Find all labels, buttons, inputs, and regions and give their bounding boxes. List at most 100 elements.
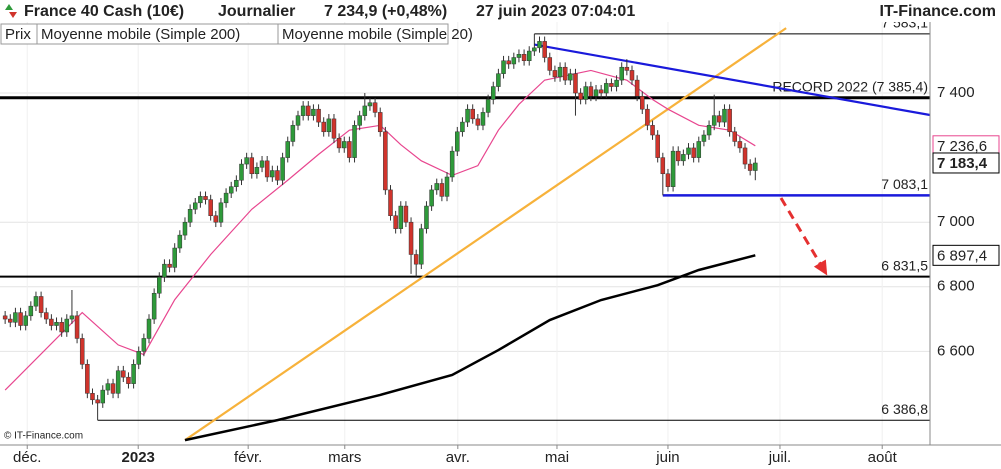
candle-body <box>747 163 753 171</box>
candle-body <box>521 54 527 61</box>
candle-body <box>13 312 18 323</box>
candle-body <box>316 108 321 123</box>
candle-body <box>249 157 255 175</box>
candle-body <box>18 312 23 326</box>
candle-body <box>64 318 70 333</box>
candle-body <box>321 121 326 133</box>
candle-body <box>583 86 588 100</box>
candle-body <box>640 96 645 110</box>
candle-body <box>506 60 511 65</box>
candle-body <box>228 186 234 194</box>
x-tick-label: mai <box>545 449 569 466</box>
x-tick-label: avr. <box>446 449 470 466</box>
candle-body <box>675 150 681 162</box>
candle-body <box>121 370 126 378</box>
candle-body <box>326 118 332 133</box>
candle-body <box>59 322 64 333</box>
candle-body <box>234 179 239 187</box>
header: France 40 Cash (10€) Journalier 7 234,9 … <box>0 0 1001 22</box>
candle-body <box>43 312 49 320</box>
candle-body <box>398 205 404 229</box>
candle-body <box>300 105 306 116</box>
candle-body <box>192 202 198 210</box>
candle-body <box>727 108 732 133</box>
trend-line <box>534 43 931 117</box>
ma-line <box>4 69 756 391</box>
legend: Prix Moyenne mobile (Simple 200) Moyenne… <box>0 23 473 45</box>
candle-body <box>208 199 213 216</box>
candle-body <box>542 41 547 58</box>
candle-body <box>182 221 188 236</box>
candle-body <box>203 196 208 200</box>
candle-body <box>290 125 296 142</box>
candle-body <box>753 162 758 171</box>
candle-body <box>660 157 666 175</box>
candle-body <box>496 73 501 87</box>
candle-body <box>177 234 183 249</box>
candle-body <box>357 115 362 126</box>
legend-box <box>277 23 449 45</box>
candle-body <box>90 393 95 401</box>
arrow-head <box>813 259 828 276</box>
candle-body <box>280 157 285 181</box>
datetime: 27 juin 2023 07:04:01 <box>476 3 635 20</box>
copyright: © IT-Finance.com <box>4 431 83 442</box>
candle-body <box>455 131 460 152</box>
x-tick-label: juil. <box>768 449 792 466</box>
candle-body <box>342 141 347 149</box>
value-box <box>932 244 1000 266</box>
candle-body <box>686 147 691 155</box>
legend-ma200: Moyenne mobile (Simple 200) <box>41 26 240 43</box>
candle-body <box>331 118 337 139</box>
candle-body <box>701 134 707 142</box>
candle-body <box>444 176 450 197</box>
candle-body <box>136 351 141 365</box>
candle-body <box>501 60 506 74</box>
candle-body <box>172 247 177 268</box>
candle-body <box>95 399 100 404</box>
source: IT-Finance.com <box>880 3 996 20</box>
candle-body <box>244 157 249 165</box>
candle-body <box>388 189 393 216</box>
x-tick-label: 2023 <box>122 449 155 466</box>
candle-body <box>424 205 429 229</box>
candle-body <box>711 115 717 126</box>
candle-body <box>537 41 542 49</box>
candle-body <box>23 315 28 326</box>
candle-body <box>105 383 111 391</box>
quote: 7 234,9 (+0,48%) <box>324 3 447 20</box>
candle-body <box>526 50 532 61</box>
candle-body <box>578 92 583 100</box>
y-tick-label: 7 000 <box>937 213 975 230</box>
level-label: 7 083,1 <box>881 176 928 192</box>
candle-body <box>665 173 671 187</box>
candle-body <box>691 147 696 158</box>
candle-body <box>306 105 311 116</box>
candle-body <box>429 189 434 207</box>
candle-body <box>275 170 280 181</box>
candle-body <box>254 167 260 175</box>
legend-ma20: Moyenne mobile (Simple 20) <box>282 26 473 43</box>
candle-body <box>162 263 167 278</box>
candle-body <box>742 147 748 165</box>
candle-body <box>100 389 106 404</box>
candle-body <box>593 89 599 97</box>
candle-body <box>650 125 655 136</box>
candle-body <box>110 383 116 394</box>
candle-body <box>511 57 517 65</box>
candle-body <box>295 115 301 126</box>
candle-body <box>372 102 378 113</box>
candle-body <box>239 163 244 181</box>
candle-body <box>706 125 712 136</box>
candle-body <box>598 89 604 94</box>
header-bg <box>0 0 1001 22</box>
candle-body <box>383 131 388 191</box>
candle-body <box>485 99 491 113</box>
candle-body <box>532 47 537 52</box>
candle-body <box>573 73 578 94</box>
candle-body <box>568 73 573 81</box>
arrow-line <box>779 197 823 267</box>
candle-body <box>28 305 34 317</box>
candle-body <box>670 150 676 187</box>
